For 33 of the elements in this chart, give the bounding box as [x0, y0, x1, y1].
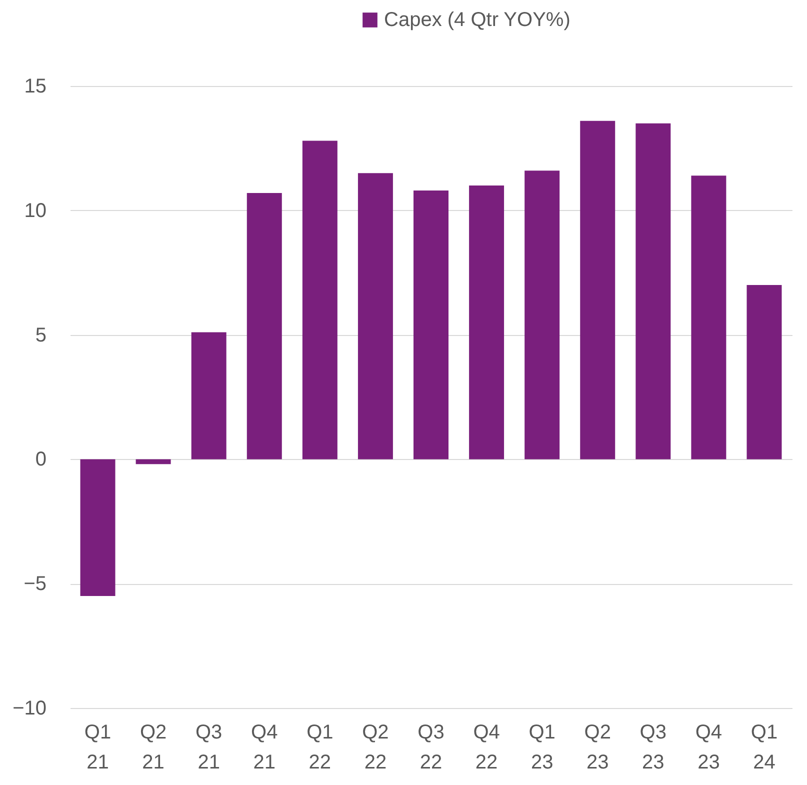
bar [246, 192, 282, 460]
bar [691, 176, 726, 460]
x-tick-label: Q1 24 [750, 722, 778, 774]
y-tick-label: −10 [12, 698, 46, 720]
bar [358, 173, 393, 460]
y-tick-label: 10 [24, 200, 46, 222]
x-tick-label: Q1 23 [528, 722, 556, 774]
bar [469, 186, 504, 460]
x-tick-label: Q3 23 [640, 722, 666, 774]
bar [524, 170, 560, 460]
bar [136, 459, 171, 464]
x-tick-label: Q4 23 [695, 722, 722, 774]
x-tick-label: Q4 21 [251, 722, 278, 774]
bar [746, 285, 782, 460]
bar [302, 140, 338, 460]
bar [414, 190, 448, 460]
x-tick-label: Q2 22 [362, 722, 389, 774]
x-tick-label: Q3 22 [418, 722, 444, 774]
bar [80, 459, 116, 596]
x-tick-label: Q1 21 [84, 722, 112, 774]
y-tick-label: 15 [24, 76, 46, 98]
bar [191, 332, 226, 460]
y-tick-label: −5 [24, 573, 46, 596]
y-tick-label: 5 [35, 324, 46, 346]
y-tick-label: 0 [35, 448, 46, 471]
x-tick-label: Q1 22 [306, 722, 334, 774]
bar [636, 123, 671, 460]
x-tick-label: Q2 21 [140, 722, 167, 774]
bar [580, 120, 616, 460]
x-tick-label: Q3 21 [196, 722, 222, 774]
x-tick-label: Q2 23 [584, 722, 611, 774]
legend-label: Capex (4 Qtr YOY%) [384, 9, 570, 31]
x-tick-label: Q4 22 [473, 722, 500, 774]
